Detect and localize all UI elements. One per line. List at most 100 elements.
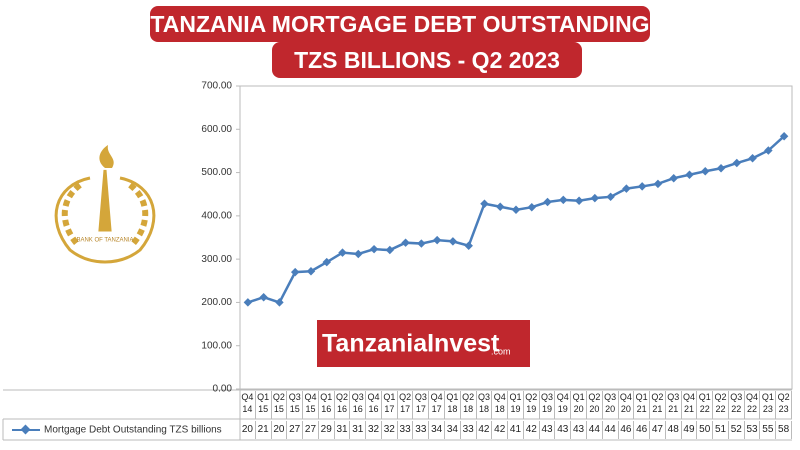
point — [369, 244, 379, 254]
point — [543, 197, 552, 207]
table-value: 20 — [240, 421, 256, 439]
x-tick-label: Q4 16 — [366, 391, 382, 419]
table-value: 20 — [272, 421, 288, 439]
table-value: 21 — [256, 421, 272, 439]
point — [432, 235, 442, 245]
point — [338, 248, 347, 257]
x-tick-label: Q4 18 — [492, 391, 509, 419]
brand-logo — [317, 320, 530, 367]
point — [290, 267, 300, 277]
x-tick-label: Q4 19 — [555, 391, 572, 419]
y-tick-label: 200.00 — [201, 297, 232, 308]
x-tick-label: Q3 16 — [350, 391, 367, 419]
point — [275, 298, 284, 307]
table-value: 29 — [319, 421, 335, 439]
point — [385, 245, 395, 255]
y-tick-label: 400.00 — [201, 210, 232, 221]
x-tick-label: Q3 15 — [287, 391, 304, 419]
point — [322, 257, 331, 267]
table-value: 33 — [398, 421, 414, 439]
x-tick-label: Q3 21 — [666, 391, 682, 419]
legend-marker — [20, 424, 31, 435]
series-line — [247, 135, 785, 304]
table-value: 42 — [492, 421, 509, 439]
x-tick-label: Q4 21 — [682, 391, 698, 419]
point — [701, 167, 710, 176]
y-tick-label: 0.00 — [213, 384, 233, 395]
x-tick-label: Q1 20 — [571, 391, 587, 419]
point — [448, 237, 458, 246]
point — [732, 158, 742, 168]
point — [401, 238, 410, 247]
point — [685, 170, 694, 179]
point — [637, 182, 647, 191]
y-tick-label: 300.00 — [201, 254, 232, 265]
legend-label: Mortgage Debt Outstanding TZS billions — [44, 425, 222, 436]
x-tick-label: Q1 15 — [256, 391, 272, 419]
x-tick-label: Q1 18 — [445, 391, 461, 419]
table-value: 31 — [335, 421, 351, 439]
x-tick-label: Q2 22 — [713, 391, 729, 419]
x-tick-label: Q4 17 — [429, 391, 446, 419]
point — [574, 196, 584, 205]
point — [511, 205, 521, 215]
point — [417, 239, 426, 248]
x-tick-label: Q1 22 — [697, 391, 714, 419]
brand-suffix: .com — [491, 346, 511, 356]
x-tick-label: Q1 23 — [760, 391, 777, 419]
x-tick-label: Q1 19 — [508, 391, 524, 419]
bank-emblem — [54, 145, 156, 264]
table-value: 53 — [745, 421, 761, 439]
table-value: 52 — [729, 421, 745, 439]
table-value: 44 — [603, 421, 619, 439]
point — [716, 164, 726, 173]
point — [527, 202, 537, 212]
table-value: 55 — [760, 421, 777, 439]
point — [606, 192, 615, 202]
table-value: 32 — [382, 421, 398, 439]
table-value: 34 — [445, 421, 461, 439]
point — [495, 202, 505, 212]
x-tick-label: Q4 22 — [745, 391, 761, 419]
table-value: 51 — [713, 421, 729, 439]
point — [259, 292, 268, 302]
table-value: 32 — [366, 421, 382, 439]
table-value: 43 — [571, 421, 587, 439]
title-line: TZS BILLIONS - Q2 2023 — [272, 42, 582, 78]
point — [622, 184, 631, 193]
table-value: 44 — [587, 421, 603, 439]
x-tick-label: Q3 17 — [413, 391, 430, 419]
table-value: 50 — [697, 421, 714, 439]
table-value: 58 — [776, 421, 792, 439]
table-value: 46 — [634, 421, 651, 439]
table-value: 43 — [555, 421, 572, 439]
x-tick-label: Q3 19 — [540, 391, 556, 419]
table-value: 46 — [619, 421, 635, 439]
point — [590, 193, 600, 203]
plot-border — [239, 85, 793, 390]
x-tick-label: Q4 20 — [619, 391, 635, 419]
x-tick-label: Q3 20 — [603, 391, 619, 419]
table-value: 47 — [650, 421, 666, 439]
y-tick-label: 100.00 — [201, 340, 232, 351]
title-line: TANZANIA MORTGAGE DEBT OUTSTANDING — [150, 6, 650, 42]
point — [480, 199, 489, 208]
table-value: 48 — [666, 421, 682, 439]
point — [559, 195, 568, 205]
x-tick-label: Q2 18 — [461, 391, 477, 419]
x-tick-label: Q2 23 — [776, 391, 792, 419]
point — [306, 267, 316, 276]
x-tick-label: Q1 16 — [319, 391, 335, 419]
table-value: 42 — [477, 421, 493, 439]
table-value: 43 — [540, 421, 556, 439]
point — [464, 241, 473, 250]
point — [653, 179, 663, 189]
bank-name: BANK OF TANZANIA — [76, 238, 133, 244]
point — [669, 173, 678, 183]
table-value: 27 — [287, 421, 304, 439]
table-value: 49 — [682, 421, 698, 439]
x-tick-label: Q1 17 — [382, 391, 398, 419]
point — [354, 249, 363, 259]
brand-name: TanzaniaInvest — [322, 330, 500, 358]
